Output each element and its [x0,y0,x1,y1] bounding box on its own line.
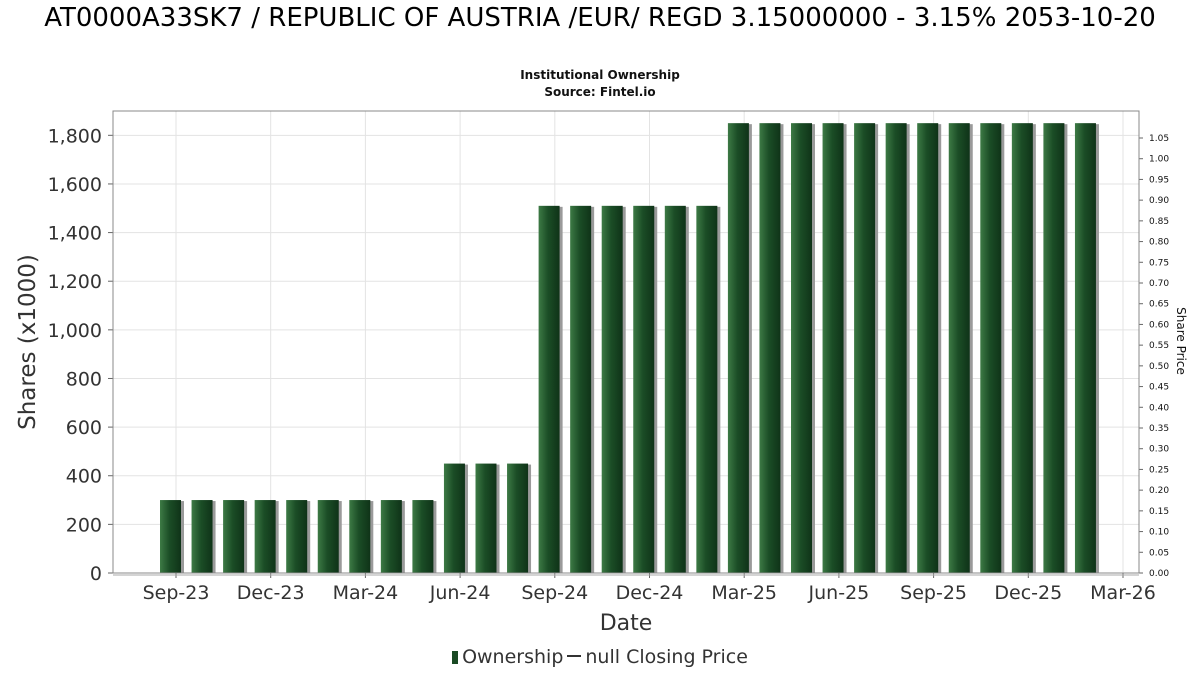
y2-tick-label: 0.30 [1149,445,1169,455]
y2-tick-label: 0.45 [1149,383,1169,393]
chart-legend: Ownership null Closing Price [0,646,1200,668]
x-tick-label: Mar-25 [711,582,777,604]
y2-tick-label: 0.65 [1149,300,1169,310]
ownership-bar [443,463,465,573]
y-tick-label: 800 [66,368,102,390]
y2-tick-label: 0.70 [1149,279,1169,289]
y2-tick-label: 0.15 [1149,507,1169,517]
x-tick-label: Mar-24 [333,582,399,604]
y2-tick-label: 1.00 [1149,155,1169,165]
y-tick-label: 1,200 [48,271,102,293]
y-tick-label: 1,600 [48,174,102,196]
x-axis-title: Date [600,611,653,636]
y2-tick-label: 0.20 [1149,486,1169,496]
ownership-bar [1043,123,1065,573]
chart-subtitle-source: Source: Fintel.io [544,85,656,99]
y-tick-label: 1,800 [48,125,102,147]
y2-tick-label: 0.75 [1149,258,1169,268]
y2-tick-label: 0.95 [1149,175,1169,185]
ownership-bar [507,463,529,573]
y2-tick-label: 0.85 [1149,217,1169,227]
y-tick-label: 1,000 [48,320,102,342]
x-tick-label: Dec-25 [994,582,1062,604]
x-tick-label: Jun-24 [429,582,491,604]
chart-subtitle-ownership: Institutional Ownership [520,68,680,82]
y-tick-label: 200 [66,514,102,536]
plot-border [112,110,1140,574]
ownership-bar [822,123,844,573]
closing-price-legend-line [567,655,582,657]
y2-axis-title: Share Price [1174,307,1188,375]
ownership-bar [917,123,939,573]
ownership-bar [601,205,623,573]
ownership-bar [696,205,718,573]
y2-tick-label: 0.35 [1149,424,1169,434]
y-tick-label: 0 [90,563,102,585]
ownership-bar [854,123,876,573]
ownership-bar [286,500,308,573]
ownership-bar [727,123,749,573]
chart-title: AT0000A33SK7 / REPUBLIC OF AUSTRIA /EUR/… [44,3,1156,33]
y2-tick-label: 0.55 [1149,341,1169,351]
ownership-bar [538,205,560,573]
ownership-bar [254,500,276,573]
x-tick-label: Sep-24 [521,582,588,604]
y2-tick-label: 0.50 [1149,362,1169,372]
ownership-bar [980,123,1002,573]
ownership-bar [948,123,970,573]
y-tick-label: 600 [66,417,102,439]
ownership-bar [633,205,655,573]
y2-tick-label: 0.90 [1149,196,1169,206]
y2-tick-label: 0.60 [1149,320,1169,330]
x-tick-label: Sep-23 [143,582,210,604]
y2-tick-label: 0.10 [1149,528,1169,538]
ownership-legend-swatch [452,651,459,664]
x-tick-label: Mar-26 [1090,582,1156,604]
ownership-bar [791,123,812,573]
x-tick-label: Jun-25 [808,582,870,604]
ownership-bar [570,205,592,573]
ownership-bar [885,123,907,573]
ownership-bar [160,500,181,573]
legend-ownership: Ownership [462,646,564,668]
ownership-bar [475,463,497,573]
ownership-bar [759,123,781,573]
ownership-bar [349,500,371,573]
y2-tick-label: 0.00 [1149,569,1169,579]
y2-tick-label: 0.05 [1149,548,1169,558]
ownership-chart: Sep-23 Dec-23 Mar-24 Jun-24 Sep-24 Dec-24 Mar-… [15,110,1188,636]
ownership-bar [1011,123,1033,573]
legend-closing-price: null Closing Price [585,646,748,668]
ownership-bar [317,500,339,573]
y-axis-title: Shares (x1000) [15,254,41,430]
ownership-bar [191,500,213,573]
ownership-bar [380,500,402,573]
y2-tick-label: 0.25 [1149,465,1169,475]
ownership-bar [223,500,245,573]
ownership-bar [412,500,434,573]
x-tick-label: Dec-23 [237,582,305,604]
y2-tick-label: 0.40 [1149,403,1169,413]
ownership-bar [664,205,686,573]
ownership-bar [1074,123,1096,573]
y-tick-label: 1,400 [48,223,102,245]
x-tick-label: Sep-25 [900,582,967,604]
y-tick-label: 400 [66,466,102,488]
y2-tick-label: 0.80 [1149,238,1169,248]
y2-tick-label: 1.05 [1149,134,1169,144]
x-tick-label: Dec-24 [616,582,684,604]
